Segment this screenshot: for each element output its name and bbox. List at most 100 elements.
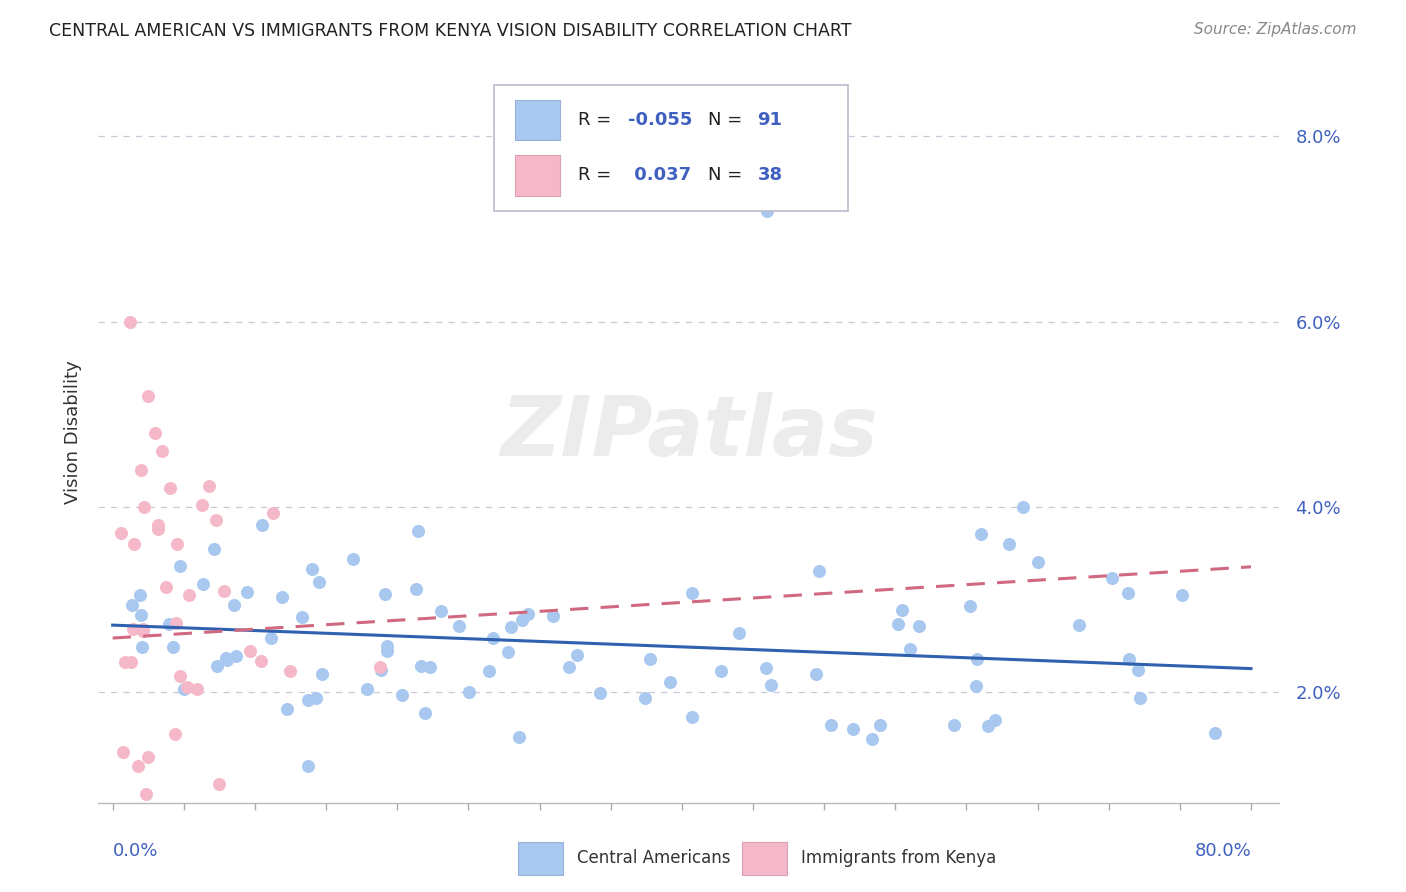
Point: [208, 777, 231, 791]
Point: [659, 675, 682, 690]
Point: [1069, 618, 1091, 632]
Point: [301, 562, 323, 576]
Y-axis label: Vision Disability: Vision Disability: [63, 360, 82, 505]
Point: [122, 622, 145, 636]
Point: [558, 660, 581, 674]
Point: [1118, 652, 1140, 666]
Point: [129, 462, 152, 476]
Point: [129, 607, 152, 622]
Point: [1129, 690, 1152, 705]
Point: [887, 616, 910, 631]
Text: 0.037: 0.037: [627, 166, 690, 185]
Point: [411, 659, 433, 673]
Point: [375, 639, 398, 653]
Text: 91: 91: [758, 111, 783, 128]
Point: [496, 644, 519, 658]
Point: [311, 667, 333, 681]
Point: [458, 685, 481, 699]
Point: [368, 660, 391, 674]
Point: [1171, 588, 1194, 602]
Point: [508, 730, 530, 744]
Point: [166, 536, 188, 550]
Point: [1101, 571, 1123, 585]
FancyBboxPatch shape: [494, 85, 848, 211]
Point: [754, 661, 776, 675]
Point: [405, 582, 427, 596]
Point: [728, 626, 751, 640]
Point: [262, 506, 284, 520]
Point: [159, 481, 181, 495]
Point: [165, 615, 187, 630]
Point: [806, 666, 828, 681]
Point: [308, 574, 330, 589]
Point: [406, 524, 429, 538]
Text: CENTRAL AMERICAN VS IMMIGRANTS FROM KENYA VISION DISABILITY CORRELATION CHART: CENTRAL AMERICAN VS IMMIGRANTS FROM KENY…: [49, 22, 852, 40]
Point: [132, 622, 155, 636]
Point: [169, 669, 191, 683]
Point: [966, 651, 988, 665]
Text: 0.0%: 0.0%: [112, 842, 157, 860]
Point: [135, 787, 157, 801]
Point: [589, 686, 612, 700]
Point: [197, 479, 219, 493]
Point: [959, 599, 981, 613]
Point: [681, 710, 703, 724]
Point: [447, 619, 470, 633]
Point: [110, 526, 132, 541]
Point: [215, 650, 238, 665]
Point: [214, 584, 236, 599]
Point: [224, 598, 246, 612]
Point: [148, 518, 170, 533]
Point: [370, 663, 392, 677]
Point: [136, 388, 159, 402]
Text: 38: 38: [758, 166, 783, 185]
Point: [567, 648, 589, 662]
Point: [908, 618, 931, 632]
Text: 80.0%: 80.0%: [1194, 842, 1251, 860]
Point: [756, 203, 779, 218]
Point: [681, 585, 703, 599]
Point: [342, 552, 364, 566]
Text: -0.055: -0.055: [627, 111, 692, 128]
Text: N =: N =: [707, 166, 748, 185]
Point: [517, 607, 540, 622]
Point: [977, 719, 1000, 733]
Point: [761, 678, 783, 692]
Point: [860, 731, 883, 746]
Point: [998, 536, 1021, 550]
Point: [186, 682, 208, 697]
Point: [177, 589, 200, 603]
Point: [121, 598, 143, 612]
Text: Immigrants from Kenya: Immigrants from Kenya: [801, 849, 997, 867]
Point: [118, 314, 141, 328]
Point: [634, 690, 657, 705]
Point: [391, 689, 413, 703]
Point: [157, 616, 180, 631]
Point: [482, 631, 505, 645]
Point: [136, 749, 159, 764]
FancyBboxPatch shape: [517, 842, 562, 875]
Point: [1116, 586, 1139, 600]
Point: [205, 659, 228, 673]
Point: [356, 682, 378, 697]
Text: Source: ZipAtlas.com: Source: ZipAtlas.com: [1194, 22, 1357, 37]
Point: [510, 613, 533, 627]
Point: [169, 558, 191, 573]
Point: [984, 713, 1007, 727]
FancyBboxPatch shape: [516, 155, 560, 195]
Point: [305, 691, 328, 706]
Point: [146, 522, 169, 536]
Point: [869, 718, 891, 732]
Point: [478, 664, 501, 678]
Point: [418, 660, 440, 674]
Point: [841, 722, 863, 736]
Point: [131, 640, 153, 654]
Text: Central Americans: Central Americans: [576, 849, 730, 867]
Point: [191, 577, 214, 591]
Point: [808, 564, 831, 578]
Point: [898, 641, 921, 656]
Point: [710, 664, 733, 678]
Point: [120, 655, 142, 669]
Point: [374, 587, 396, 601]
Point: [162, 640, 184, 654]
